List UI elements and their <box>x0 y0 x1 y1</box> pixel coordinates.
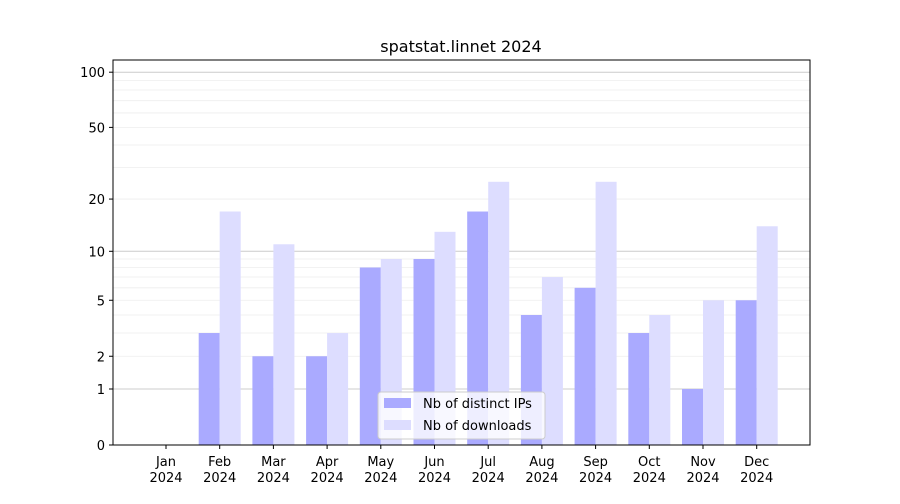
bar-downloads <box>219 211 241 445</box>
bar-distinct-ips <box>574 287 596 445</box>
legend-swatch-downloads <box>384 420 411 430</box>
bar-distinct-ips <box>467 211 489 445</box>
bar-downloads <box>488 181 510 446</box>
x-tick-label: Mar <box>261 455 286 470</box>
legend-label-downloads: Nb of downloads <box>423 419 532 434</box>
chart-title: spatstat.linnet 2024 <box>380 37 541 56</box>
x-tick-label: Sep <box>583 455 608 470</box>
x-tick-label: 2024 <box>418 471 451 486</box>
x-tick-label: 2024 <box>740 471 773 486</box>
bar-distinct-ips <box>628 333 650 445</box>
x-tick-label: Nov <box>690 455 716 470</box>
x-tick-label: Dec <box>744 455 769 470</box>
bar-distinct-ips <box>252 356 274 445</box>
bar-distinct-ips <box>682 389 703 445</box>
x-tick-label: Feb <box>208 455 231 470</box>
bars <box>198 181 778 446</box>
y-tick-label: 20 <box>88 193 105 208</box>
bar-downloads <box>756 226 778 445</box>
x-tick-label: Jan <box>155 455 176 470</box>
x-tick-label: 2024 <box>203 471 236 486</box>
y-tick-label: 0 <box>97 439 105 454</box>
x-tick-label: Apr <box>316 455 339 470</box>
bar-downloads <box>327 333 349 445</box>
bar-distinct-ips <box>306 356 328 445</box>
bar-downloads <box>595 181 617 446</box>
y-tick-label: 1 <box>97 383 105 398</box>
bar-downloads <box>273 244 295 445</box>
y-tick-label: 50 <box>88 121 105 136</box>
bar-downloads <box>649 314 671 445</box>
x-tick-label: 2024 <box>311 471 344 486</box>
legend-box <box>377 391 546 440</box>
x-tick-label: Aug <box>529 455 554 470</box>
x-tick-label: 2024 <box>149 471 182 486</box>
x-tick-label: Oct <box>638 455 660 470</box>
y-tick-label: 10 <box>88 245 105 260</box>
bar-downloads <box>703 300 724 445</box>
x-tick-label: 2024 <box>364 471 397 486</box>
x-tick-label: 2024 <box>686 471 719 486</box>
bar-distinct-ips <box>198 333 220 445</box>
legend-label-ips: Nb of distinct IPs <box>423 397 532 412</box>
x-tick-label: 2024 <box>472 471 505 486</box>
bar-downloads <box>541 277 563 445</box>
y-tick-label: 5 <box>97 294 105 309</box>
bar-distinct-ips <box>359 267 381 445</box>
x-axis: Jan2024Feb2024Mar2024Apr2024May2024Jun20… <box>149 445 773 486</box>
legend: Nb of distinct IPs Nb of downloads <box>377 391 546 440</box>
plot-frame <box>112 59 811 446</box>
x-tick-label: 2024 <box>633 471 666 486</box>
x-tick-label: Jul <box>479 455 496 470</box>
y-tick-label: 100 <box>80 66 105 81</box>
x-tick-label: 2024 <box>257 471 290 486</box>
x-tick-label: May <box>367 455 394 470</box>
x-tick-label: 2024 <box>525 471 558 486</box>
x-tick-label: Jun <box>423 455 444 470</box>
legend-swatch-ips <box>384 398 411 408</box>
bar-distinct-ips <box>735 300 757 445</box>
x-tick-label: 2024 <box>579 471 612 486</box>
y-axis: 0 1 2 5 10 20 50 100 <box>80 66 113 454</box>
y-tick-label: 2 <box>97 350 105 365</box>
